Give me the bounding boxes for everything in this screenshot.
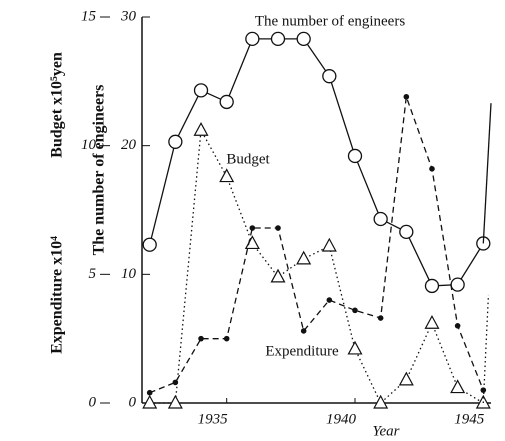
x-tick-label: 1935 <box>198 411 229 427</box>
marker <box>193 121 209 136</box>
y-tick-label: 0 <box>89 394 97 410</box>
y-tick-label: 5 <box>89 266 97 282</box>
y2-tick-label: 20 <box>121 137 137 153</box>
marker <box>403 93 410 100</box>
marker <box>245 31 260 47</box>
marker <box>450 379 466 394</box>
y-axis-label: Budget x10⁵yen <box>49 52 66 158</box>
y2-tick-label: 10 <box>121 266 137 282</box>
marker <box>142 394 158 409</box>
marker <box>270 268 286 283</box>
marker <box>424 314 440 329</box>
y-axis-label-2: Expenditure x10⁴ <box>49 236 66 354</box>
series-line <box>482 294 490 404</box>
series-line <box>482 103 492 244</box>
series-line <box>149 128 484 405</box>
x-tick-label: 1945 <box>454 411 485 427</box>
series-line <box>149 38 484 287</box>
marker <box>429 166 435 172</box>
marker <box>296 250 312 265</box>
marker <box>398 371 414 386</box>
marker <box>270 31 286 47</box>
marker <box>219 168 235 183</box>
marker <box>480 387 487 393</box>
series-label: The number of engineers <box>255 13 406 29</box>
marker <box>146 389 153 396</box>
marker <box>219 94 234 110</box>
y2-axis-label: The number of engineers <box>91 85 108 256</box>
marker <box>347 148 363 164</box>
marker <box>142 237 157 252</box>
x-axis-label: Year <box>373 423 400 439</box>
marker <box>300 328 307 334</box>
marker <box>244 235 260 250</box>
marker <box>193 83 209 98</box>
series-line <box>149 96 484 394</box>
y-tick-label: 10 <box>81 137 97 153</box>
marker <box>172 379 179 386</box>
x-tick-label: 1940 <box>326 411 357 427</box>
marker <box>377 315 384 321</box>
marker <box>249 225 256 231</box>
y2-tick-label: 30 <box>120 8 137 24</box>
marker <box>347 340 363 355</box>
series-label: Expenditure <box>265 343 339 359</box>
marker <box>198 335 204 342</box>
marker <box>296 31 311 47</box>
marker <box>275 225 281 231</box>
marker <box>373 394 389 409</box>
y2-tick-label: 0 <box>129 394 137 410</box>
marker <box>373 211 388 227</box>
marker <box>167 394 183 409</box>
marker <box>326 297 333 303</box>
marker <box>223 335 230 342</box>
series-label: Budget <box>226 151 270 167</box>
marker <box>322 69 337 84</box>
y-tick-label: 15 <box>81 8 97 24</box>
marker <box>321 237 337 252</box>
marker <box>450 277 465 292</box>
marker <box>424 278 440 294</box>
marker <box>168 134 183 149</box>
marker <box>454 323 461 329</box>
marker <box>399 224 414 240</box>
marker <box>352 307 358 314</box>
